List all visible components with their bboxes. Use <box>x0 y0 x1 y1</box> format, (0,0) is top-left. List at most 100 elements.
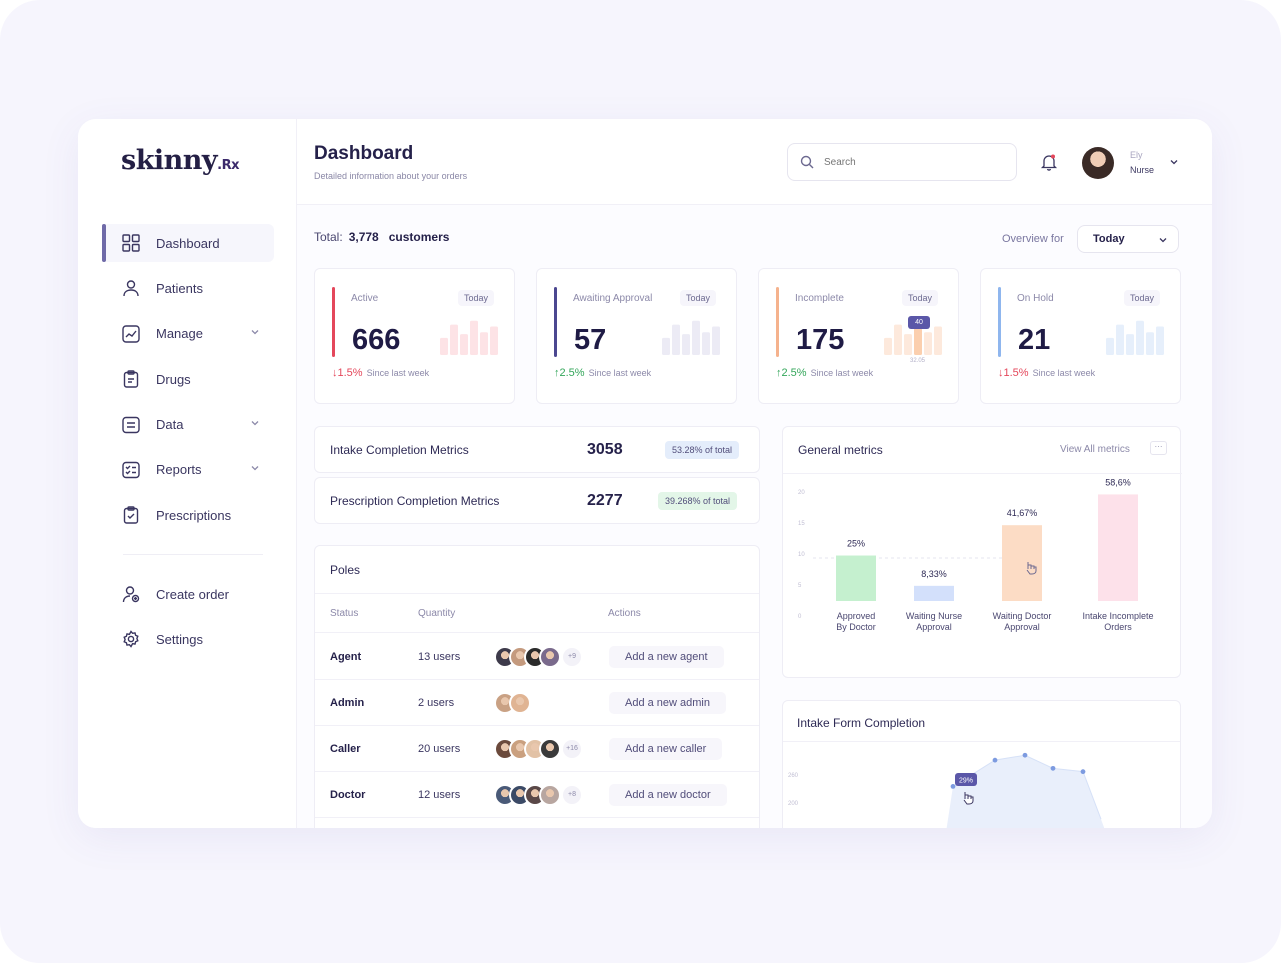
clipboard-icon <box>123 370 139 388</box>
stat-label: Incomplete <box>795 293 844 304</box>
stat-accent-bar <box>776 287 779 357</box>
stat-delta-caption: Since last week <box>366 368 430 378</box>
chevron-down-icon[interactable] <box>250 418 260 428</box>
overview-label: Overview for <box>1002 233 1064 245</box>
stat-delta-value: 2.5% <box>559 367 585 379</box>
sidebar-item-label: Settings <box>156 631 203 647</box>
sidebar-item-dashboard[interactable]: Dashboard <box>102 224 274 262</box>
data-label: 25% <box>847 539 865 549</box>
intake-form-chart: 260 200 29% <box>788 752 1105 828</box>
y-tick-label: 5 <box>798 583 802 589</box>
sidebar-item-prescriptions[interactable]: Prescriptions <box>102 496 274 534</box>
add-agent-button[interactable]: Add a new agent <box>609 646 724 668</box>
add-admin-button[interactable]: Add a new admin <box>609 692 726 714</box>
sidebar-item-label: Prescriptions <box>156 507 232 523</box>
bar[interactable] <box>1098 494 1138 601</box>
more-options-button[interactable]: ··· <box>1150 441 1167 455</box>
category-label: Orders <box>1104 622 1132 632</box>
page-title: Dashboard <box>314 143 414 164</box>
bell-icon[interactable] <box>1040 153 1058 171</box>
stat-mini-chart <box>440 320 498 355</box>
stat-accent-bar <box>332 287 335 357</box>
add-doctor-button[interactable]: Add a new doctor <box>609 784 727 806</box>
bar[interactable] <box>914 585 954 601</box>
sidebar-item-drugs[interactable]: Drugs <box>102 360 274 398</box>
sidebar-secondary-nav: Create order Settings <box>102 575 274 666</box>
mini-bar <box>904 334 912 355</box>
intake-form-completion-card: Intake Form Completion 260 200 29% <box>782 700 1181 828</box>
search-box[interactable] <box>787 143 1017 181</box>
table-row: Admin 2 users Add a new admin <box>315 680 759 726</box>
bar[interactable] <box>836 555 876 601</box>
bar[interactable] <box>1002 525 1042 601</box>
overview-period-select[interactable]: Today <box>1077 225 1179 253</box>
stat-mini-chart <box>662 320 720 355</box>
role-name: Doctor <box>330 789 366 801</box>
stat-delta: ↑2.5% Since last week <box>776 367 873 379</box>
more-users-count[interactable]: +8 <box>563 786 581 804</box>
chevron-down-icon[interactable] <box>1169 157 1179 167</box>
mini-bar <box>440 337 448 355</box>
stat-delta: ↓1.5% Since last week <box>332 367 429 379</box>
area-fill <box>946 755 1105 828</box>
stat-card[interactable]: Awaiting Approval Today 57 ↑2.5% Since last … <box>536 268 737 404</box>
sidebar-item-reports[interactable]: Reports <box>102 451 274 489</box>
table-row: Caller 20 users +16 Add a new caller <box>315 726 759 772</box>
more-users-count[interactable]: +9 <box>563 648 581 666</box>
sidebar-item-data[interactable]: Data <box>102 406 274 444</box>
sidebar-item-patients[interactable]: Patients <box>102 269 274 307</box>
poles-title: Poles <box>330 563 361 577</box>
tooltip-label: 29% <box>959 778 973 785</box>
stat-card[interactable]: Active Today 666 ↓1.5% Since last week <box>314 268 515 404</box>
data-point[interactable] <box>1022 752 1028 758</box>
checklist-icon <box>122 461 140 479</box>
gear-icon <box>123 630 139 649</box>
main-content: Dashboard Detailed information about you… <box>297 119 1212 828</box>
mini-bar <box>480 332 488 355</box>
data-point[interactable] <box>950 784 956 789</box>
sidebar-item-manage[interactable]: Manage <box>102 315 274 353</box>
app-window: skinny.Rx Dashboard Patients Manage <box>78 119 1212 828</box>
search-input[interactable] <box>824 156 994 168</box>
metric-badge: 53.28% of total <box>665 441 740 459</box>
metric-intake-completion[interactable]: Intake Completion Metrics 3058 53.28% of… <box>314 426 760 473</box>
series-line <box>952 754 1102 820</box>
category-label: Waiting Doctor <box>993 611 1052 621</box>
chevron-down-icon[interactable] <box>250 327 260 337</box>
list-icon <box>122 416 140 433</box>
data-point[interactable] <box>1080 769 1086 775</box>
stat-value: 57 <box>574 324 607 356</box>
y-tick-label: 260 <box>788 773 799 779</box>
sidebar-nav: Dashboard Patients Manage Drugs D <box>102 224 274 542</box>
data-label: 41,67% <box>1007 508 1038 518</box>
view-all-metrics-link[interactable]: View All metrics <box>1060 444 1130 455</box>
more-users-count[interactable]: +16 <box>563 740 581 758</box>
metric-prescription-completion[interactable]: Prescription Completion Metrics 2277 39.… <box>314 477 760 524</box>
sidebar-divider <box>123 554 263 555</box>
clipboard-check-icon <box>123 506 139 525</box>
add-caller-button[interactable]: Add a new caller <box>609 738 723 760</box>
stat-mini-chart <box>884 324 942 355</box>
user-avatar[interactable] <box>1082 147 1114 179</box>
stat-period-badge[interactable]: Today <box>901 290 938 306</box>
stat-period-badge[interactable]: Today <box>1123 290 1160 306</box>
mini-bar <box>702 332 710 355</box>
stat-accent-bar <box>554 287 557 357</box>
data-point[interactable] <box>992 757 998 763</box>
chevron-down-icon[interactable] <box>250 463 260 473</box>
mini-bar <box>450 324 458 355</box>
stat-period-badge[interactable]: Today <box>679 290 716 306</box>
chevron-down-icon <box>1159 238 1167 243</box>
mini-bar <box>1156 326 1164 355</box>
mini-bar <box>914 328 922 355</box>
stat-period-badge[interactable]: Today <box>457 290 494 306</box>
stat-card[interactable]: On Hold Today 21 ↓1.5% Since last week <box>980 268 1181 404</box>
data-point[interactable] <box>1050 765 1056 771</box>
sidebar-item-create-order[interactable]: Create order <box>102 575 274 613</box>
mini-bar <box>924 332 932 355</box>
brand-logo[interactable]: skinny.Rx <box>121 145 239 176</box>
stat-card[interactable]: Incomplete Today 175 ↑2.5% Since last week 40… <box>758 268 959 404</box>
sidebar-item-settings[interactable]: Settings <box>102 620 274 658</box>
hand-cursor-icon <box>1026 562 1037 575</box>
intake-form-title: Intake Form Completion <box>797 716 926 730</box>
